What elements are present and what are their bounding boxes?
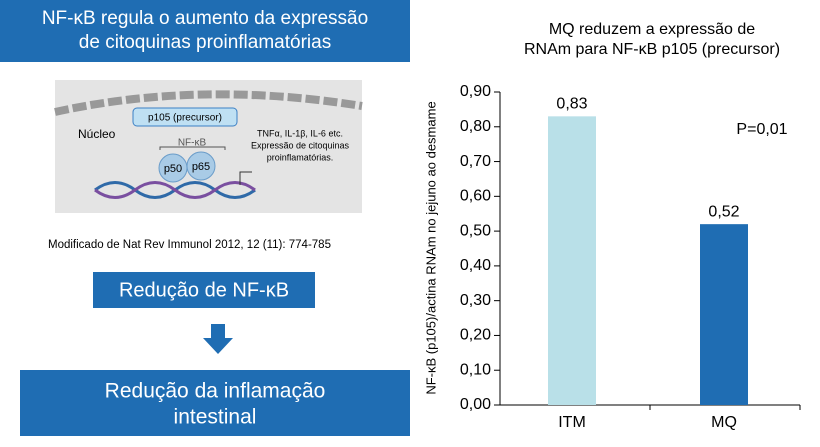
chart-title: MQ reduzem a expressão de bbox=[549, 21, 755, 38]
result-text: Redução de NF-κB bbox=[119, 279, 289, 301]
title-line: NF-κB regula o aumento da expressão bbox=[42, 8, 368, 29]
chart-title: RNAm para NF-κB p105 (precursor) bbox=[524, 41, 780, 58]
bar bbox=[548, 116, 596, 405]
x-tick-label: MQ bbox=[711, 414, 737, 431]
target-label: TNFα, IL-1β, IL-6 etc. bbox=[257, 128, 343, 138]
subunit-label: p50 bbox=[164, 163, 182, 175]
bracket bbox=[159, 146, 226, 150]
y-tick-label: 0,70 bbox=[460, 153, 491, 170]
title-line: de citoquinas proinflamatórias bbox=[79, 32, 331, 53]
y-tick-label: 0,10 bbox=[460, 361, 491, 378]
result-box bbox=[93, 272, 315, 308]
citation: Modificado de Nat Rev Immunol 2012, 12 (… bbox=[48, 239, 331, 251]
bar bbox=[700, 224, 748, 405]
y-tick-label: 0,60 bbox=[460, 188, 491, 205]
complex-label: NF-κB bbox=[178, 138, 207, 149]
y-tick-label: 0,20 bbox=[460, 327, 491, 344]
title-box bbox=[0, 0, 410, 62]
result-text: Redução da inflamação bbox=[105, 380, 326, 403]
y-tick-label: 0,50 bbox=[460, 222, 491, 239]
subunit-label: p65 bbox=[192, 161, 210, 173]
nucleus-label: Núcleo bbox=[78, 127, 116, 141]
dna-strand bbox=[94, 181, 256, 199]
result-box bbox=[20, 370, 410, 436]
y-tick-label: 0,80 bbox=[460, 118, 491, 135]
y-tick-label: 0,30 bbox=[460, 292, 491, 309]
y-tick-label: 0,40 bbox=[460, 257, 491, 274]
target-label: proinflamatórias. bbox=[267, 152, 334, 162]
down-arrow bbox=[203, 324, 233, 354]
x-tick-label: ITM bbox=[558, 414, 586, 431]
y-tick-label: 0,90 bbox=[460, 83, 491, 100]
y-axis-label: NF-κB (p105)/actina RNAm no jejuno ao de… bbox=[423, 101, 438, 394]
precursor-label: p105 (precursor) bbox=[148, 113, 222, 124]
y-tick-label: 0,00 bbox=[460, 396, 491, 413]
promoter-arrow bbox=[239, 171, 252, 185]
result-text: intestinal bbox=[174, 406, 257, 429]
precursor-box bbox=[132, 107, 238, 127]
target-label: Expressão de citoquinas bbox=[251, 140, 350, 150]
p65-circle bbox=[186, 151, 216, 181]
annotation: P=0,01 bbox=[736, 121, 787, 138]
value-label: 0,52 bbox=[708, 203, 739, 220]
value-label: 0,83 bbox=[556, 96, 587, 113]
nuclear-membrane bbox=[54, 90, 363, 116]
